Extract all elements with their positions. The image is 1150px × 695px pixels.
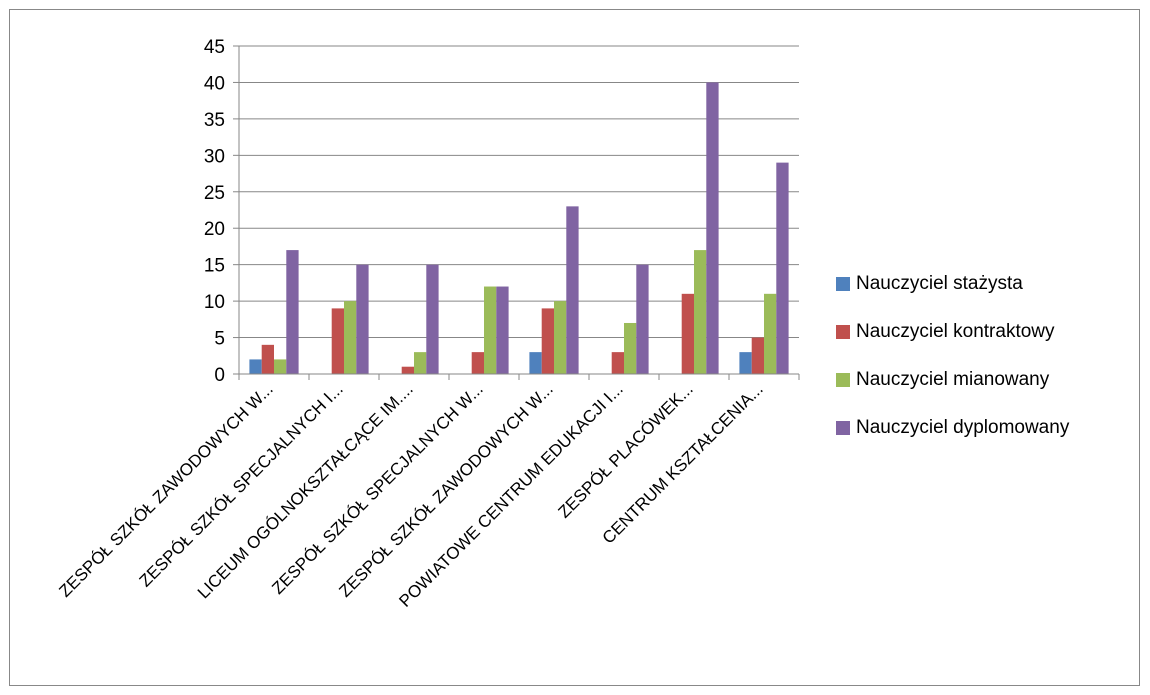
bar <box>249 359 262 374</box>
y-tick-label: 10 <box>204 292 225 313</box>
bar <box>611 352 624 374</box>
y-tick-label: 15 <box>204 256 225 277</box>
bar <box>624 322 637 374</box>
bar <box>484 286 497 374</box>
bar <box>681 293 694 374</box>
y-tick-label: 5 <box>214 329 225 350</box>
bar <box>401 366 414 374</box>
bar <box>541 308 554 374</box>
bar <box>414 352 427 374</box>
bar <box>636 264 649 374</box>
y-tick-label: 35 <box>204 110 225 131</box>
bar <box>471 352 484 374</box>
legend-swatch <box>836 277 850 291</box>
y-tick-label: 25 <box>204 183 225 204</box>
bar <box>356 264 369 374</box>
bar <box>566 206 579 374</box>
bar <box>286 250 299 374</box>
bar <box>331 308 344 374</box>
bar <box>764 293 777 374</box>
bar <box>426 264 439 374</box>
bar <box>344 301 357 374</box>
y-tick-label: 20 <box>204 219 225 240</box>
legend-label: Nauczyciel dyplomowany <box>856 417 1070 438</box>
y-tick-label: 0 <box>214 365 225 386</box>
x-category-label: ZESPÓŁ PLACÓWEK... <box>554 379 696 521</box>
bar <box>261 344 274 374</box>
bar <box>739 352 752 374</box>
bar <box>694 250 707 374</box>
bar <box>706 82 719 374</box>
legend-swatch <box>836 325 850 339</box>
y-tick-label: 45 <box>204 37 225 58</box>
legend-swatch <box>836 373 850 387</box>
bar <box>529 352 542 374</box>
legend-swatch <box>836 421 850 435</box>
bar <box>751 337 764 374</box>
legend-label: Nauczyciel kontraktowy <box>856 321 1055 342</box>
bar <box>496 286 509 374</box>
y-tick-label: 40 <box>204 73 225 94</box>
bar <box>274 359 287 374</box>
bar <box>554 301 567 374</box>
legend-label: Nauczyciel stażysta <box>856 273 1023 294</box>
bar <box>776 162 789 374</box>
y-tick-label: 30 <box>204 146 225 167</box>
legend-label: Nauczyciel mianowany <box>856 369 1050 390</box>
